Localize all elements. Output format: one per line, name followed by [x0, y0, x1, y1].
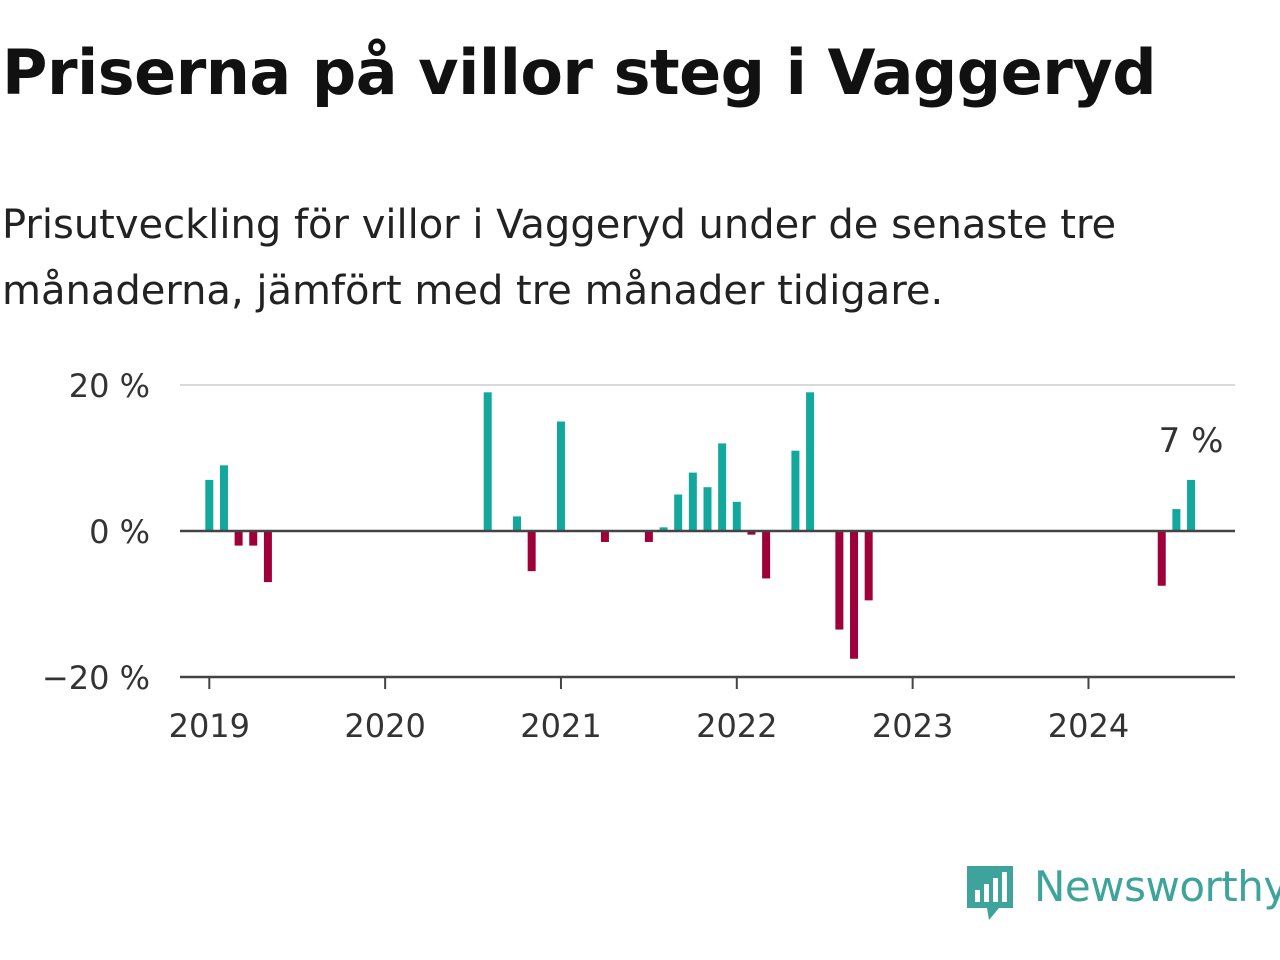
bar [600, 531, 609, 542]
axes [180, 529, 1235, 679]
bar [234, 531, 243, 546]
y-tick-label: −20 % [42, 659, 150, 697]
bar [219, 465, 228, 531]
newsworthy-logo-icon [967, 866, 1013, 920]
chart-title: Priserna på villor steg i Vaggeryd [2, 36, 1157, 109]
bar [703, 487, 712, 531]
bar [483, 392, 492, 531]
bar [1157, 531, 1166, 586]
bar [791, 450, 800, 531]
bar [1172, 509, 1181, 531]
bar [659, 527, 668, 531]
x-tick-label: 2021 [520, 707, 601, 745]
chart-subtitle: Prisutveckling för villor i Vaggeryd und… [2, 202, 1117, 314]
bar [513, 516, 522, 531]
x-tick-label: 2020 [344, 707, 425, 745]
bars [205, 392, 1196, 659]
bar [263, 531, 272, 583]
brand-name: Newsworthy [1034, 862, 1280, 911]
x-tick-label: 2019 [169, 707, 250, 745]
bar [718, 443, 727, 531]
bar [806, 392, 815, 531]
y-tick-label: 20 % [69, 367, 150, 405]
bar [1187, 479, 1196, 531]
bar [747, 531, 756, 535]
x-tick-label: 2023 [872, 707, 953, 745]
bar-chart: 20 % 0 % −20 % 2019 2020 2021 2022 2023 2024 7 … [42, 367, 1235, 745]
bar [762, 531, 771, 579]
bar [556, 421, 565, 531]
y-axis-ticks: 20 % 0 % −20 % [42, 367, 150, 697]
bar [205, 479, 214, 531]
bar [850, 531, 859, 659]
bar [674, 494, 683, 531]
bar [688, 472, 697, 531]
bar [835, 531, 844, 630]
y-tick-label: 0 % [89, 513, 150, 551]
bar [527, 531, 536, 572]
data-label: 7 % [1159, 421, 1224, 461]
bar [864, 531, 873, 601]
bar [732, 501, 741, 531]
x-tick-label: 2024 [1048, 707, 1129, 745]
bar [249, 531, 258, 546]
annotations: 7 % [1159, 421, 1224, 461]
x-tick-label: 2022 [696, 707, 777, 745]
x-axis-ticks: 2019 2020 2021 2022 2023 2024 [169, 677, 1129, 745]
bar [644, 531, 653, 542]
